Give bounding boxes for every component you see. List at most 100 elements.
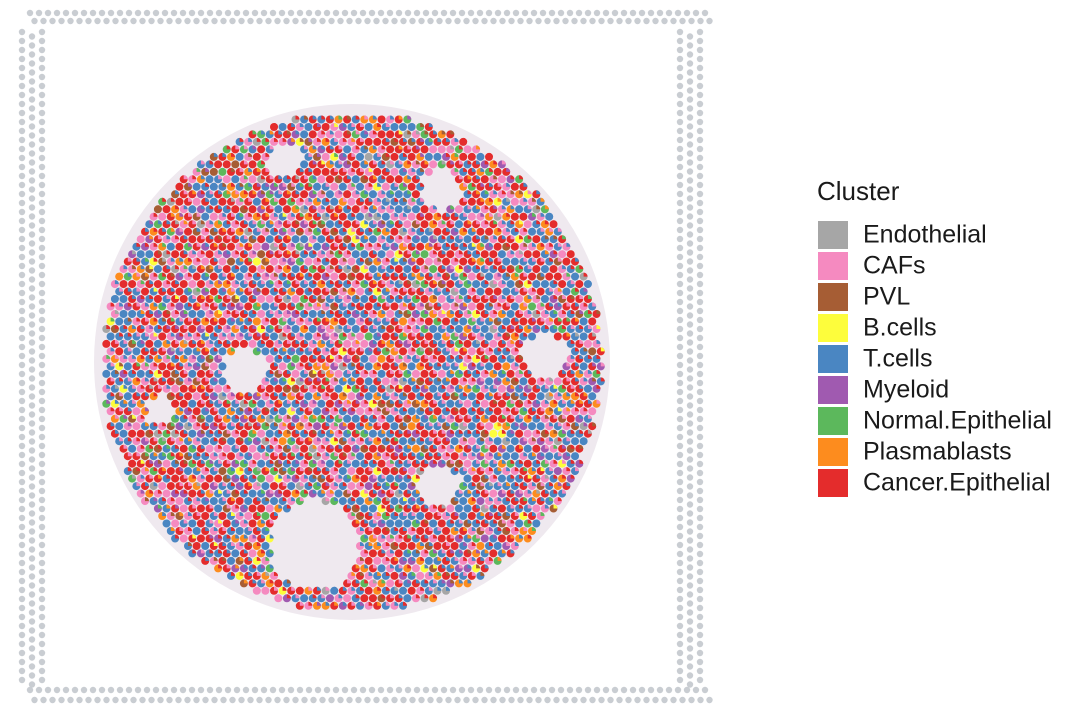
tissue-spot-wedge (489, 167, 493, 172)
tissue-spot-wedge (145, 317, 149, 322)
tissue-spot-wedge (501, 220, 506, 225)
tissue-spot-wedge (218, 265, 223, 270)
tissue-spot-wedge (162, 287, 167, 292)
tissue-spot-wedge (140, 265, 145, 270)
tissue-spot-wedge (480, 197, 485, 202)
tissue-spot-wedge (157, 310, 162, 314)
fiducial-spot (112, 696, 119, 704)
tissue-spot-wedge (342, 137, 347, 142)
fiducial-spot (40, 696, 47, 704)
tissue-spot-wedge (519, 325, 524, 329)
fiducial-spot (18, 145, 26, 153)
tissue-spot-wedge (403, 257, 407, 262)
fiducial-spot (676, 514, 684, 522)
tissue-spot-wedge (570, 265, 575, 270)
tissue-spot-wedge (506, 182, 511, 187)
tissue-spot-wedge (527, 190, 532, 195)
tissue-spot-wedge (476, 205, 481, 210)
fiducial-spot (598, 696, 605, 704)
tissue-spot-wedge (566, 272, 571, 277)
fiducial-spot (676, 100, 684, 108)
fiducial-spot (58, 696, 65, 704)
fiducial-spot (18, 343, 26, 351)
fiducial-spot (38, 190, 46, 198)
fiducial-spot (686, 96, 694, 103)
fiducial-spot (38, 181, 46, 189)
tissue-spot-wedge (269, 325, 274, 329)
tissue-spot-wedge (368, 182, 373, 187)
tissue-spot-wedge (317, 242, 321, 247)
tissue-spot-wedge (351, 137, 356, 142)
fiducial-spot (346, 17, 353, 25)
fiducial-spot (409, 696, 416, 704)
tissue-spot-wedge (390, 310, 395, 314)
fiducial-spot (676, 622, 684, 630)
tissue-spot-wedge (338, 295, 343, 299)
tissue-spot-wedge (295, 235, 300, 240)
tissue-spot-wedge (110, 332, 115, 337)
tissue-spot-wedge (471, 182, 476, 187)
tissue-spot-wedge (527, 250, 532, 255)
tissue-spot-wedge (252, 205, 257, 210)
fiducial-spot (38, 577, 46, 585)
tissue-spot-wedge (295, 280, 300, 285)
tissue-spot-wedge (364, 325, 369, 329)
fiducial-spot (143, 686, 151, 694)
tissue-spot-wedge (407, 190, 412, 195)
tissue-spot-wedge (209, 325, 214, 329)
fiducial-spot (476, 686, 484, 694)
tissue-spot-wedge (424, 235, 429, 240)
tissue-spot-wedge (200, 325, 205, 329)
tissue-spot-wedge (170, 197, 175, 202)
fiducial-spot (18, 352, 26, 360)
tissue-spot-wedge (329, 145, 334, 150)
tissue-spot-wedge (325, 197, 330, 202)
fiducial-spot (686, 672, 694, 679)
fiducial-spot (686, 528, 694, 535)
fiducial-spot (38, 208, 46, 216)
fiducial-spot (112, 17, 119, 25)
tissue-spot-wedge (536, 235, 541, 240)
tissue-spot-wedge (123, 265, 128, 270)
fiducial-spot (686, 618, 694, 625)
tissue-spot-wedge (342, 287, 347, 292)
tissue-spot-wedge (278, 250, 283, 255)
tissue-spot-wedge (411, 197, 416, 202)
fiducial-spot (686, 105, 694, 112)
fiducial-spot (28, 447, 36, 454)
fiducial-spot (686, 51, 694, 58)
fiducial-spot (89, 9, 97, 17)
fiducial-spot (676, 208, 684, 216)
fiducial-spot (28, 375, 36, 382)
tissue-spot-wedge (372, 250, 377, 255)
fiducial-spot (616, 696, 623, 704)
tissue-spot-wedge (269, 220, 274, 225)
tissue-spot-wedge (256, 167, 261, 172)
tissue-spot-wedge (544, 295, 549, 299)
tissue-spot-wedge (471, 317, 476, 322)
tissue-spot-wedge (398, 220, 403, 225)
fiducial-spot (472, 17, 479, 25)
tissue-spot-wedge (497, 227, 502, 232)
tissue-spot-wedge (269, 130, 274, 135)
fiducial-spot (28, 312, 36, 319)
fiducial-spot (38, 568, 46, 576)
fiducial-spot (18, 460, 26, 468)
tissue-spot-wedge (218, 220, 223, 225)
tissue-spot-wedge (166, 235, 171, 240)
tissue-spot-wedge (489, 197, 493, 202)
tissue-spot-wedge (368, 302, 373, 307)
fiducial-spot (28, 87, 36, 94)
tissue-spot-wedge (179, 197, 184, 202)
tissue-spot-wedge (338, 220, 343, 225)
fiducial-spot (18, 541, 26, 549)
fiducial-spot (328, 696, 335, 704)
tissue-spot-wedge (299, 317, 304, 322)
tissue-spot-wedge (446, 227, 450, 232)
fiducial-spot (696, 478, 704, 486)
tissue-spot-wedge (192, 295, 197, 299)
fiducial-spot (696, 244, 704, 252)
tissue-spot-wedge (252, 265, 257, 270)
tissue-spot-wedge (415, 295, 420, 299)
fiducial-spot (18, 514, 26, 522)
